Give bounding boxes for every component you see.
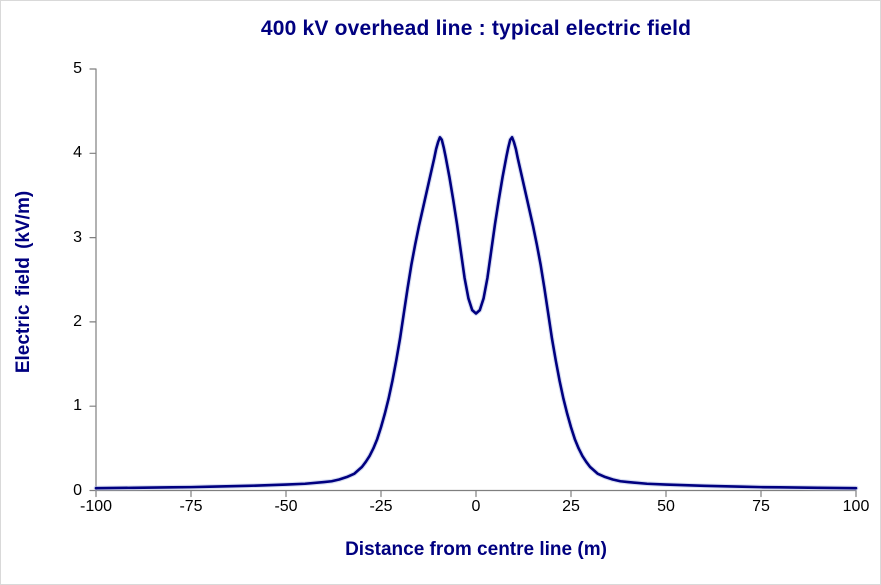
x-tick-label: 75: [752, 498, 770, 515]
electric-field-profile: [94, 135, 858, 490]
x-tick-label: -50: [274, 498, 298, 515]
x-tick-label: -100: [79, 498, 113, 515]
y-tick-label: 0: [73, 481, 82, 499]
x-tick-label: -75: [179, 498, 203, 515]
x-tick-label: 0: [471, 498, 481, 515]
y-tick-label: 2: [73, 312, 82, 330]
x-tick-label: -25: [369, 498, 393, 515]
x-tick-label: 100: [842, 498, 870, 515]
axes-and-tick-marks: [89, 68, 857, 498]
y-tick-label: 1: [73, 397, 82, 415]
chart-title: 400 kV overhead line : typical electric …: [260, 17, 692, 40]
x-tick-label: 25: [562, 498, 580, 515]
y-tick-label: 4: [73, 144, 82, 162]
y-tick-label: 3: [73, 228, 82, 246]
x-axis-title: Distance from centre line (m): [345, 539, 607, 560]
x-tick-label: 50: [657, 498, 675, 515]
y-tick-label: 5: [73, 60, 82, 77]
